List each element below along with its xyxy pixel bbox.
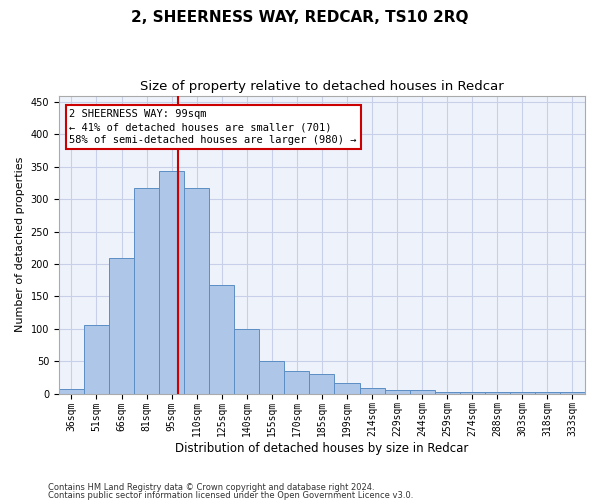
Bar xyxy=(159,172,184,394)
Bar xyxy=(310,374,334,394)
Bar xyxy=(184,188,209,394)
Text: 2 SHEERNESS WAY: 99sqm
← 41% of detached houses are smaller (701)
58% of semi-de: 2 SHEERNESS WAY: 99sqm ← 41% of detached… xyxy=(70,109,357,146)
Text: Contains public sector information licensed under the Open Government Licence v3: Contains public sector information licen… xyxy=(48,490,413,500)
Bar xyxy=(334,382,359,394)
Bar xyxy=(284,371,310,394)
Bar xyxy=(84,325,109,394)
Bar xyxy=(259,361,284,394)
Bar xyxy=(209,286,234,394)
Bar xyxy=(485,392,510,394)
Bar xyxy=(134,188,159,394)
Bar xyxy=(434,392,460,394)
Bar xyxy=(410,390,434,394)
Text: 2, SHEERNESS WAY, REDCAR, TS10 2RQ: 2, SHEERNESS WAY, REDCAR, TS10 2RQ xyxy=(131,10,469,25)
Bar xyxy=(59,389,84,394)
Bar xyxy=(535,392,560,394)
Bar xyxy=(359,388,385,394)
Text: Contains HM Land Registry data © Crown copyright and database right 2024.: Contains HM Land Registry data © Crown c… xyxy=(48,484,374,492)
Bar xyxy=(234,330,259,394)
Bar xyxy=(560,392,585,394)
Bar xyxy=(109,258,134,394)
X-axis label: Distribution of detached houses by size in Redcar: Distribution of detached houses by size … xyxy=(175,442,469,455)
Title: Size of property relative to detached houses in Redcar: Size of property relative to detached ho… xyxy=(140,80,504,93)
Y-axis label: Number of detached properties: Number of detached properties xyxy=(15,157,25,332)
Bar xyxy=(385,390,410,394)
Bar xyxy=(460,392,485,394)
Bar xyxy=(510,392,535,394)
